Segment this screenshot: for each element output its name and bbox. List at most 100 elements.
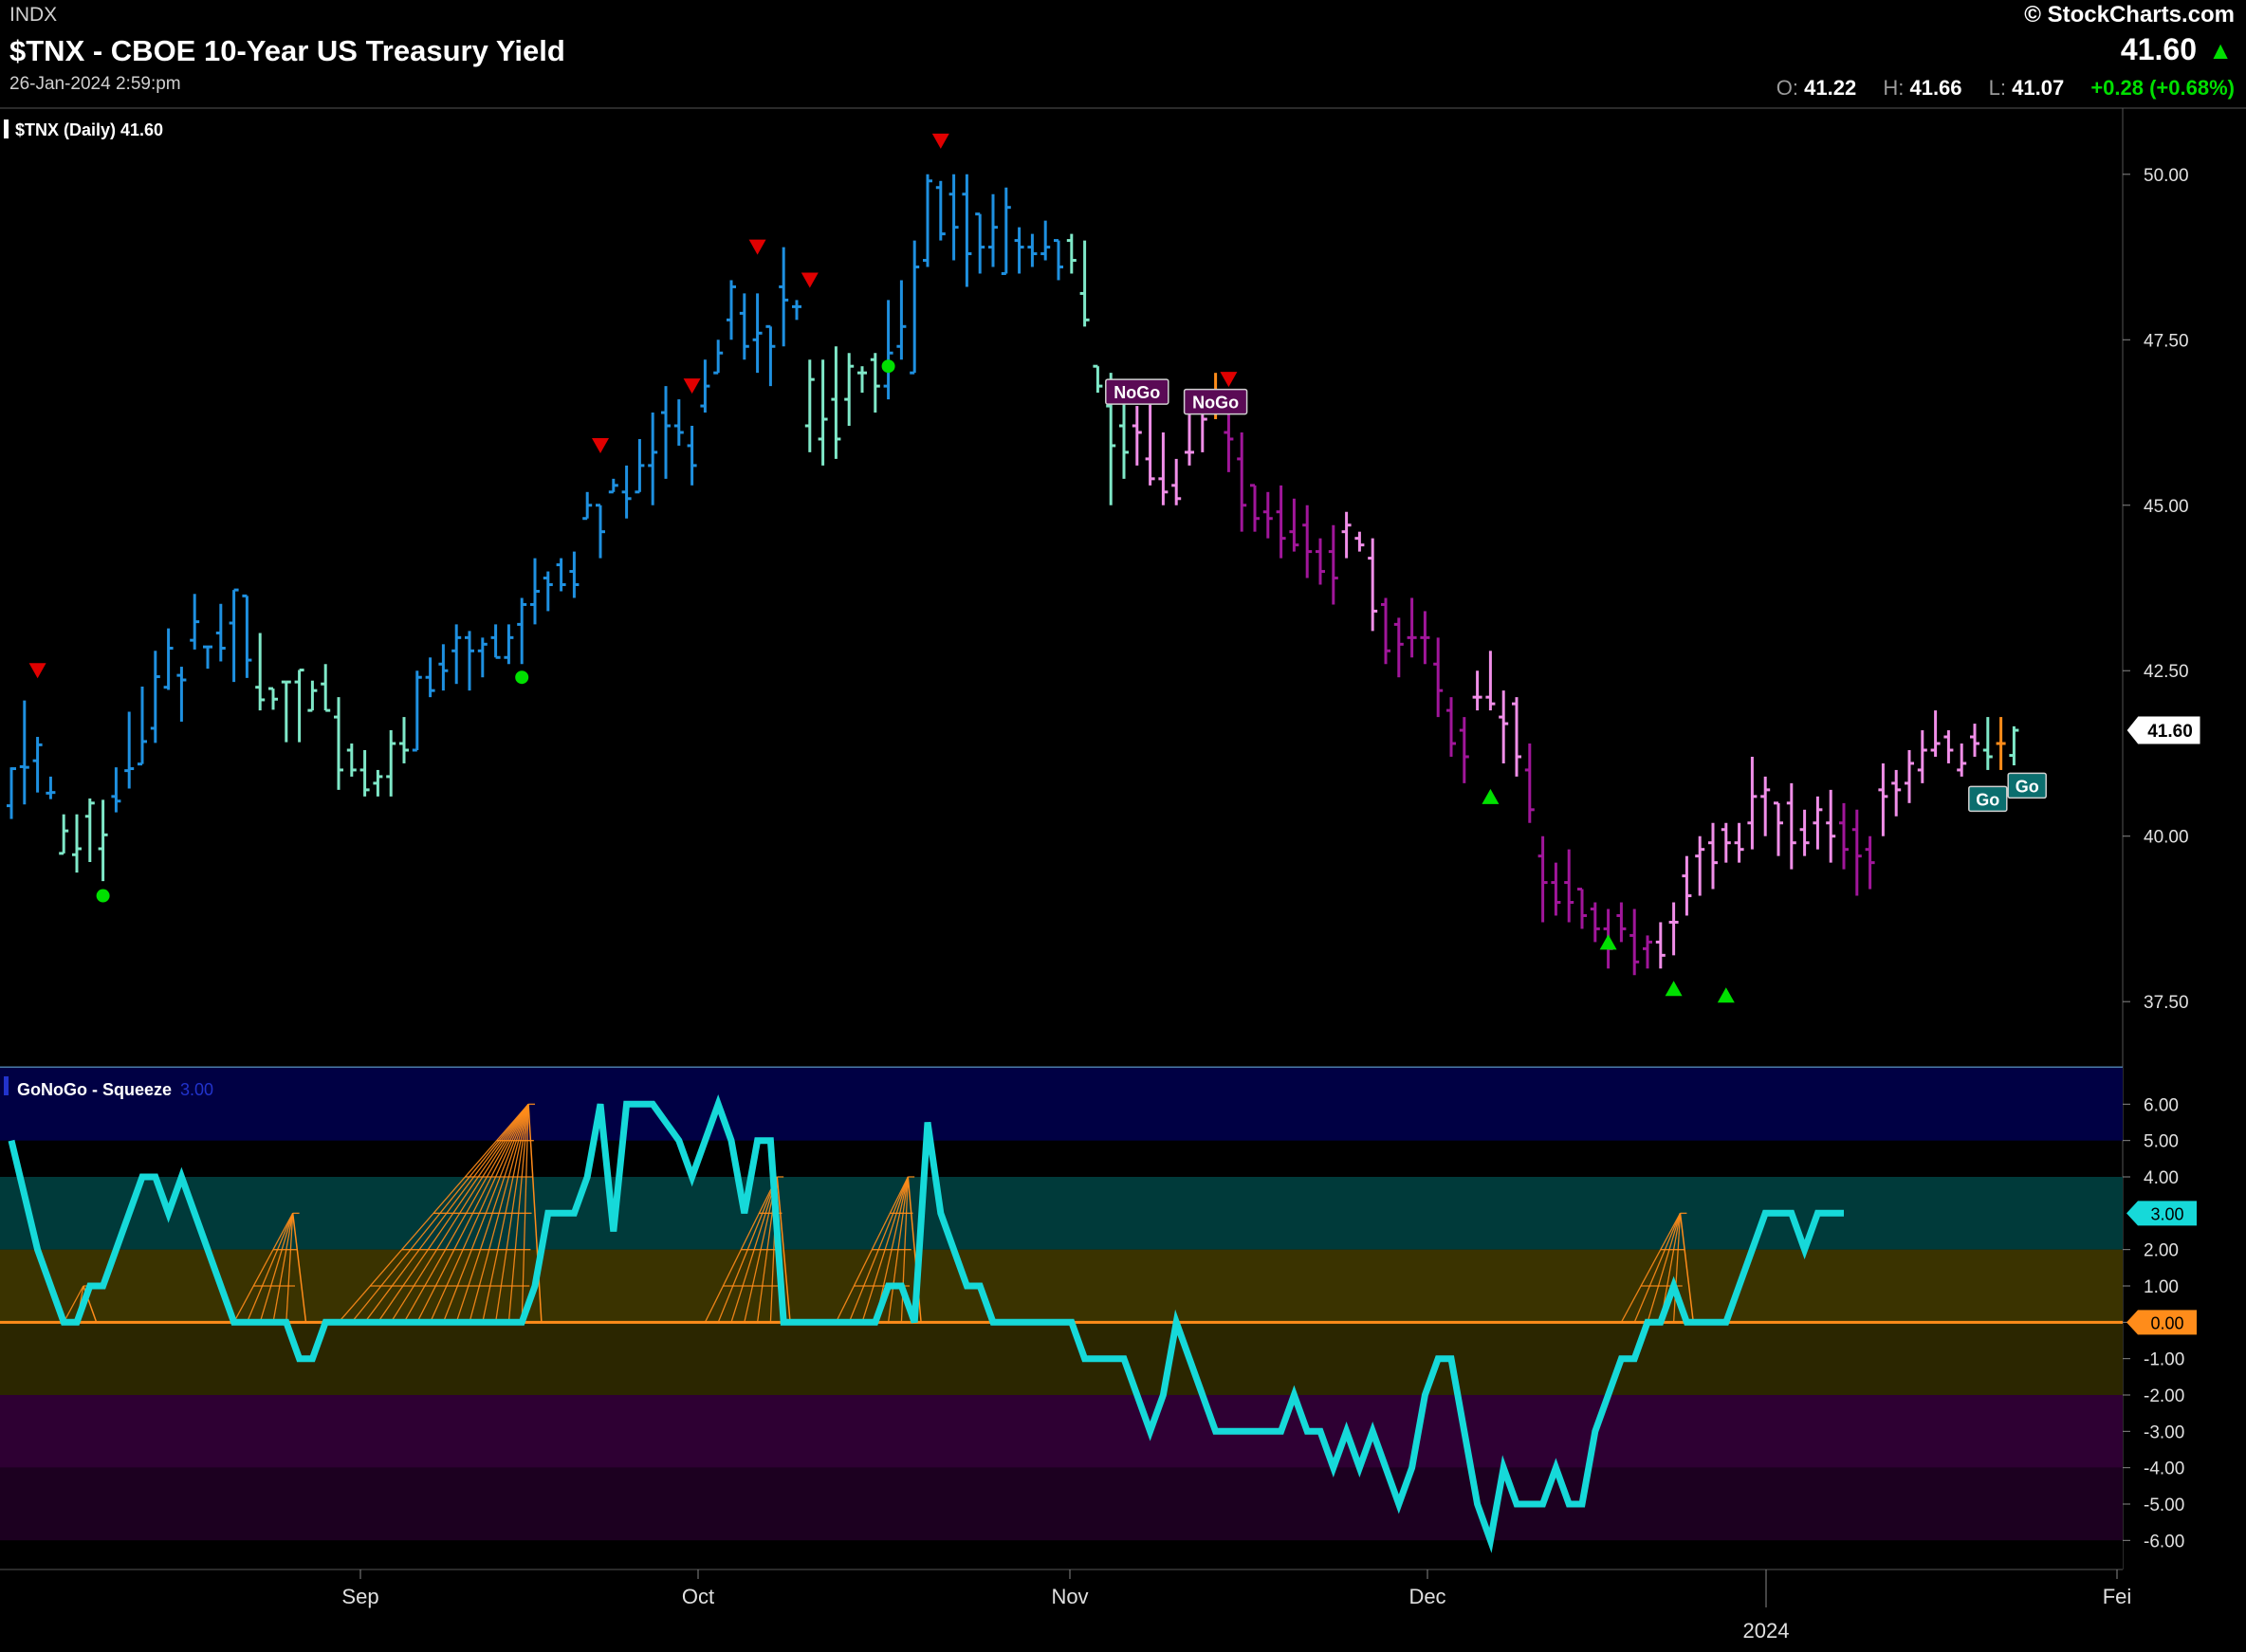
ohlc-bar [1328,524,1338,605]
ohlc-bar [582,491,593,521]
ohlc-bar [111,767,121,813]
ohlc-bar [7,767,16,819]
squeeze-y-tick-label: -5.00 [2144,1496,2184,1515]
ohlc-bar [1459,717,1469,783]
ohlc-bar [1079,240,1090,327]
squeeze-fan-line [285,1213,294,1323]
up-triangle-marker [1599,934,1617,950]
ohlc-bar [1826,789,1836,863]
squeeze-value-tag [2126,1201,2197,1226]
ohlc-bar [1158,431,1169,505]
ohlc-bar [425,657,435,698]
ohlc-bar [910,240,920,375]
ohlc-bar [596,504,605,559]
ohlc-bar [765,324,776,387]
ohlc-bar [215,603,226,662]
ohlc-bar [1289,498,1299,552]
price-y-tick-label: 50.00 [2144,166,2189,186]
ohlc-bar [1851,809,1862,896]
ohlc-bar [1537,835,1548,923]
price-y-tick-label: 45.00 [2144,497,2189,517]
ohlc-bar [1982,717,1993,770]
exchange-label: INDX [9,4,58,26]
squeeze-fan-edge [527,1104,543,1323]
ohlc-bar [1393,617,1404,678]
ohlc-bar [451,624,462,685]
ohlc-bar [1905,749,1914,803]
chart-datetime: 26-Jan-2024 2:59:pm [9,74,181,94]
squeeze-y-tick-label: -2.00 [2144,1386,2184,1406]
squeeze-bottom-area [0,1540,2123,1569]
up-triangle-marker [1482,788,1500,804]
low-value: 41.07 [2012,76,2065,100]
ohlc-bar [229,588,239,683]
ohlc-bar [1786,782,1796,870]
ohlc-bar [19,700,29,805]
ohlc-bar [857,366,867,394]
ohlc-bar [1224,413,1234,472]
squeeze-panel-value: 3.00 [180,1080,213,1099]
ohlc-bar [1262,491,1273,539]
ohlc-bar [359,749,370,797]
high-value: 41.66 [1909,76,1962,100]
ohlc-bar [2009,725,2019,766]
ohlc-bar [1407,597,1417,658]
ohlc-bar [1629,909,1640,976]
ohlc-bar [1734,822,1744,863]
up-arrow-icon: ▲ [2208,36,2233,64]
ohlc-bar [477,637,488,678]
ohlc-bar [386,730,396,797]
ohlc-bar [1119,399,1129,479]
ohlc-bar [1551,862,1561,916]
brand-logo[interactable]: © StockCharts.com [2024,2,2235,28]
ohlc-bar [1721,822,1731,863]
ohlc-bar [870,353,880,413]
squeeze-fan-line [259,1213,294,1323]
squeeze-y-tick-label: 2.00 [2144,1241,2179,1261]
squeeze-panel: 6.00 5.00 4.00 2.00 1.00 0.00 -1.00 -2.00 -3.00 -… [0,1066,2197,1570]
squeeze-line [8,1093,1844,1553]
squeeze-y-tick-label: -1.00 [2144,1350,2184,1370]
squeeze-fan-line [63,1285,84,1323]
ohlc-bar [1368,538,1378,632]
ohlc-bar [700,359,710,413]
squeeze-fan-edge [1679,1213,1695,1323]
ohlc-bar [569,551,580,598]
ohlc-bar [1316,538,1325,585]
ohlc-bar [923,174,932,267]
ohlc-bar [1878,762,1888,836]
ohlc-bar [883,300,893,400]
up-triangle-marker [1665,981,1683,997]
ohlc-bar [163,628,174,690]
ohlc-bar [84,798,95,862]
ohlc-bar [896,280,907,360]
ohlc-bar [294,669,304,743]
price-y-tick-label: 37.50 [2144,993,2189,1013]
ohlc-bar [490,624,501,659]
ohlc-bar [1695,835,1705,896]
price-y-tick-label: 40.00 [2144,828,2189,848]
go-dot-marker [881,359,895,374]
ohlc-bar [621,465,632,519]
ohlc-bar [321,664,331,712]
ohlc-bar [1485,651,1496,711]
ohlc-bar [1027,233,1038,267]
ohlc-bar [1054,239,1063,281]
squeeze-fan-line [1647,1213,1682,1323]
ohlc-bar [255,633,266,711]
ohlc-bar [831,346,841,459]
ohlc-bar [1499,690,1509,763]
zero-value-tag [2126,1310,2197,1335]
last-price: 41.60 [2120,32,2197,66]
squeeze-y-tick-label: 4.00 [2144,1168,2179,1188]
ohlc-bar [661,386,671,479]
ohlc-bar [59,814,69,855]
ohlc-bar [1564,849,1574,923]
low-label: L: [1988,76,2007,100]
ohlc-bar [792,300,801,321]
ohlc-bar [1381,597,1390,665]
squeeze-fan [704,1176,791,1323]
ohlc-bar [1446,697,1456,757]
squeeze-panel-label: GoNoGo - Squeeze [17,1080,172,1099]
